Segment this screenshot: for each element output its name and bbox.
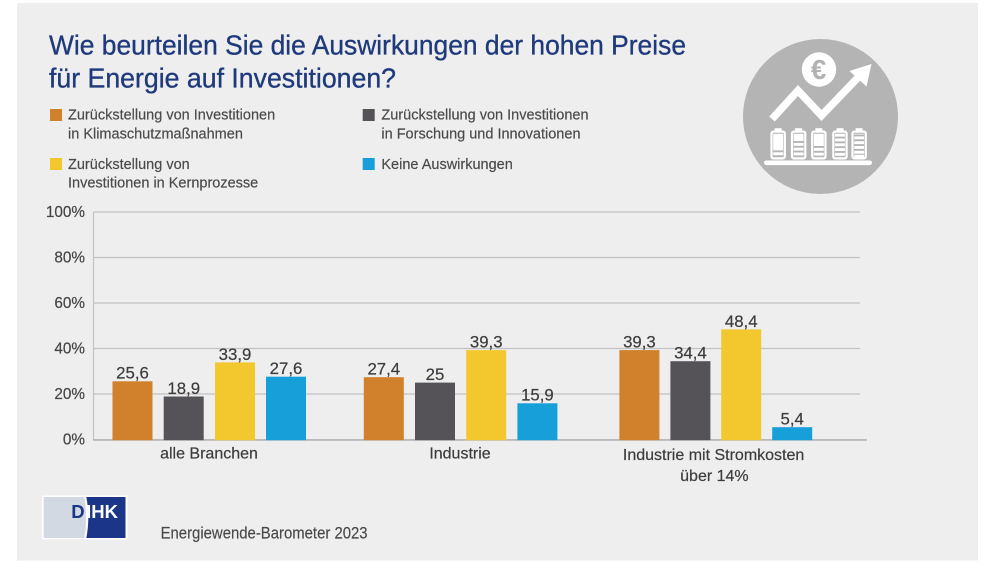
svg-text:DIHK: DIHK [71,501,118,522]
svg-text:Industrie mit Stromkosten: Industrie mit Stromkosten [623,447,804,464]
svg-text:18,9: 18,9 [167,379,200,398]
svg-text:€: € [811,54,826,85]
svg-text:39,3: 39,3 [623,333,656,352]
svg-text:60%: 60% [54,295,85,312]
svg-text:0%: 0% [63,432,86,449]
svg-text:27,4: 27,4 [367,360,400,379]
svg-text:48,4: 48,4 [725,312,758,331]
svg-text:25,6: 25,6 [116,364,149,383]
svg-text:5,4: 5,4 [781,410,804,429]
svg-text:Keine Auswirkungen: Keine Auswirkungen [381,157,512,173]
svg-text:Zurückstellung von Investition: Zurückstellung von Investitionen [381,108,588,124]
svg-text:100%: 100% [46,204,86,221]
svg-text:Zurückstellung von: Zurückstellung von [68,157,190,173]
svg-text:20%: 20% [54,386,85,403]
svg-text:33,9: 33,9 [219,345,252,364]
svg-text:40%: 40% [54,341,85,358]
svg-text:in Klimaschutzmaßnahmen: in Klimaschutzmaßnahmen [68,127,243,143]
svg-text:über 14%: über 14% [680,468,749,485]
svg-text:Wie beurteilen Sie die Auswirk: Wie beurteilen Sie die Auswirkungen der … [49,29,686,60]
svg-text:Industrie: Industrie [429,446,490,463]
svg-text:Investitionen in Kernprozesse: Investitionen in Kernprozesse [68,176,258,192]
svg-text:15,9: 15,9 [521,386,554,405]
svg-text:alle Branchen: alle Branchen [160,446,258,463]
svg-text:in Forschung und Innovationen: in Forschung und Innovationen [381,127,580,143]
svg-text:39,3: 39,3 [470,333,503,352]
svg-text:34,4: 34,4 [674,344,707,363]
svg-text:27,6: 27,6 [270,359,303,378]
svg-text:80%: 80% [54,250,85,267]
svg-text:25: 25 [426,365,445,384]
svg-text:Zurückstellung von Investition: Zurückstellung von Investitionen [68,108,275,124]
svg-text:Energiewende-Barometer 2023: Energiewende-Barometer 2023 [161,524,368,543]
svg-text:für Energie auf Investitionen?: für Energie auf Investitionen? [49,63,396,94]
